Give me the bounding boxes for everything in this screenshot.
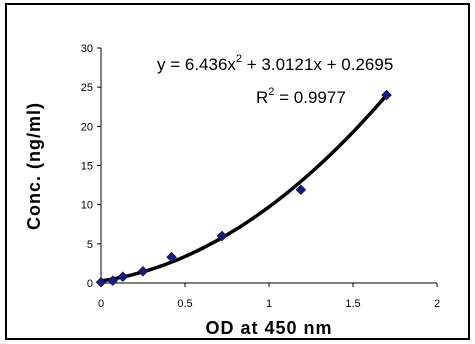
trendline (100, 93, 388, 283)
y-axis-title: Conc. (ng/ml) (24, 102, 44, 230)
data-point (381, 89, 392, 101)
data-points (95, 89, 392, 288)
y-tick-label: 5 (87, 239, 93, 251)
data-point (216, 230, 228, 242)
data-point (107, 275, 119, 287)
data-point (95, 276, 107, 288)
x-tick-label: 2 (434, 298, 440, 310)
r-squared-label: R2 = 0.9977 (256, 86, 346, 107)
x-tick-label: 0.5 (177, 298, 192, 310)
data-point (137, 265, 149, 277)
x-tick-label: 0 (98, 298, 104, 310)
y-tick-label: 25 (81, 82, 93, 94)
x-tick-label: 1.5 (345, 298, 360, 310)
axis-ticks: 0 5 10 15 20 25 30 0 0.5 1 1.5 2 (81, 43, 440, 310)
data-point (117, 271, 129, 283)
equation-label: y = 6.436x2 + 3.0121x + 0.2695 (157, 53, 393, 74)
y-tick-label: 0 (87, 278, 93, 290)
y-tick-label: 15 (81, 161, 93, 173)
y-tick-label: 30 (81, 43, 93, 55)
data-point (295, 184, 307, 196)
x-tick-label: 1 (266, 298, 272, 310)
data-point (166, 251, 177, 263)
x-axis-title: OD at 450 nm (205, 318, 332, 338)
y-tick-label: 10 (81, 200, 93, 212)
y-tick-label: 20 (81, 121, 93, 133)
chart-frame (5, 3, 470, 340)
